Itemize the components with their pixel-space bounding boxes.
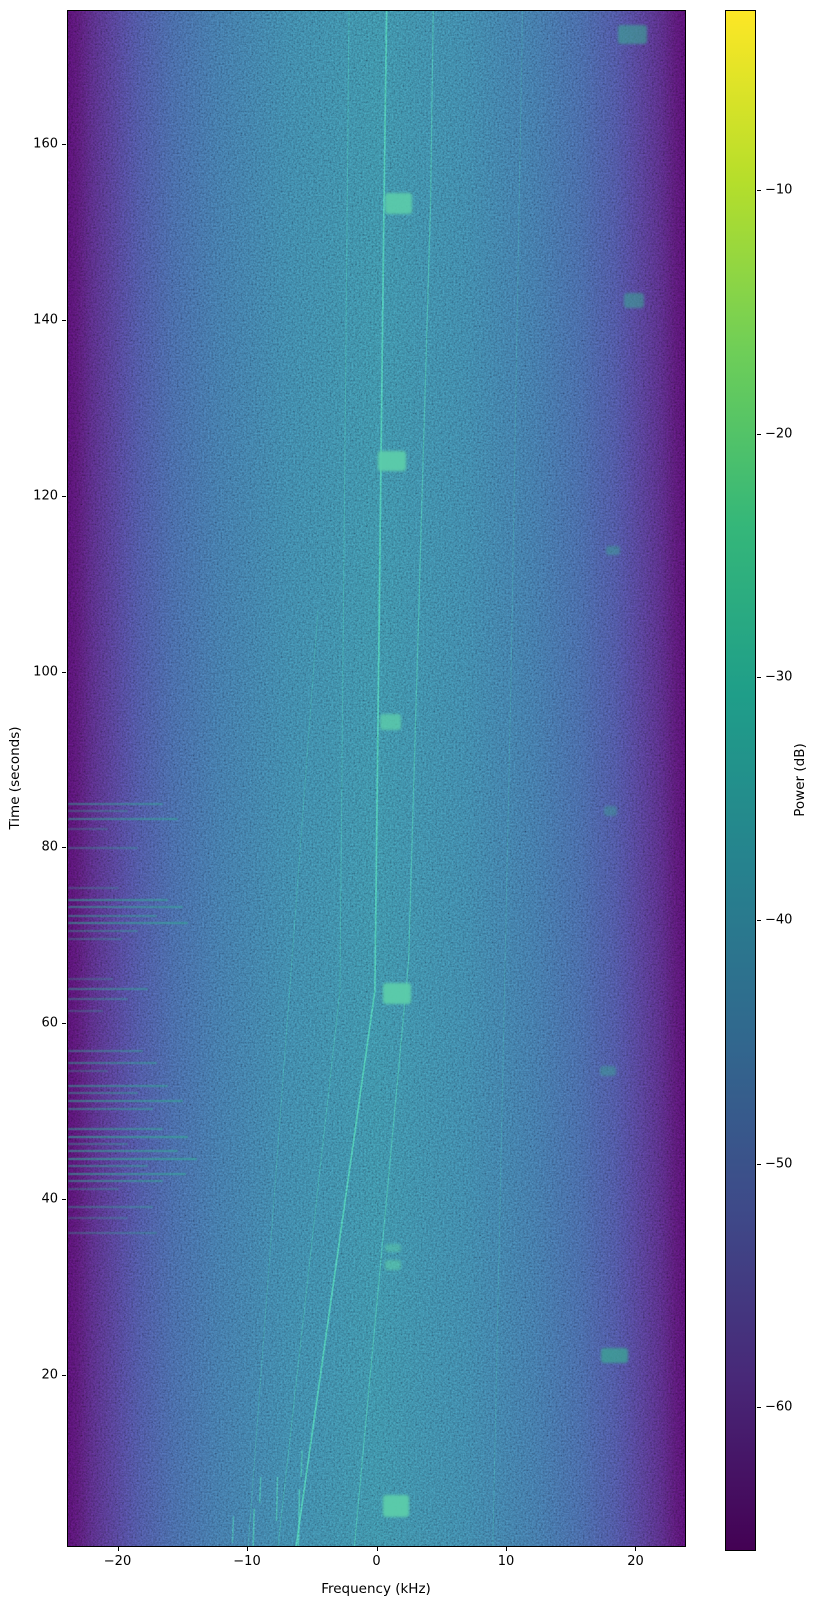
- interference-streak: [68, 802, 163, 805]
- xlab-text: −10: [233, 1554, 261, 1569]
- signal-burst: [384, 1244, 402, 1253]
- signal-burst: [604, 805, 618, 816]
- ytick-mark: [62, 320, 66, 322]
- signal-burst: [380, 713, 401, 731]
- interference-streak: [68, 817, 178, 820]
- interference-streak: [68, 906, 183, 909]
- interference-streak: [68, 828, 108, 831]
- signal-burst: [384, 1260, 402, 1270]
- xtick-mark: [635, 1547, 637, 1551]
- interference-streak: [68, 887, 119, 890]
- ylab-text: 160: [33, 136, 58, 152]
- interference-streak: [68, 1091, 138, 1094]
- interference-streak: [68, 1061, 157, 1064]
- signal-burst: [599, 1065, 617, 1077]
- noise-texture-overlay-fine: [68, 11, 685, 1546]
- cbtick-mark: [757, 190, 761, 192]
- signal-burst: [606, 545, 621, 556]
- ylab-text: 140: [33, 312, 58, 328]
- cblab-text: −10: [765, 182, 793, 198]
- cblab-text: −30: [765, 669, 793, 685]
- interference-streak: [68, 1142, 128, 1145]
- cblab-text: −50: [765, 1156, 793, 1172]
- colorbar: [725, 10, 756, 1551]
- xtick-mark: [247, 1547, 248, 1551]
- interference-streak: [68, 1206, 153, 1209]
- ytick-mark: [62, 1374, 66, 1376]
- xlab-text: 0: [372, 1554, 381, 1569]
- cblab-text: −20: [765, 426, 793, 442]
- interference-streak: [68, 915, 157, 918]
- interference-streak: [68, 1084, 168, 1087]
- xlab-text: −20: [103, 1554, 132, 1569]
- ytick-mark: [62, 671, 66, 673]
- interference-streak: [68, 1099, 183, 1102]
- colorbar-label: Power (dB): [792, 743, 808, 817]
- interference-streak: [68, 938, 122, 940]
- ytick-mark: [62, 144, 66, 146]
- signal-burst: [377, 450, 406, 472]
- ylab-text: 60: [41, 1015, 58, 1031]
- interference-streak: [68, 922, 188, 925]
- interference-streak: [68, 1107, 153, 1110]
- signal-burst: [384, 192, 412, 214]
- ylab-text: 40: [41, 1191, 58, 1207]
- interference-streak: [68, 1231, 157, 1234]
- y-axis-label: Time (seconds): [7, 726, 23, 830]
- interference-streak: [68, 977, 113, 980]
- cbtick-mark: [757, 433, 761, 435]
- xtick-mark: [505, 1547, 507, 1551]
- interference-streak: [68, 1135, 188, 1138]
- interference-streak: [68, 1217, 128, 1220]
- spectrogram-plot-area: [67, 10, 686, 1547]
- ylab-text: 80: [41, 839, 58, 855]
- signal-burst: [383, 983, 411, 1004]
- cblab-text: −40: [765, 912, 793, 928]
- xlab-text: 20: [627, 1554, 644, 1569]
- xtick-mark: [376, 1547, 378, 1551]
- interference-streak: [68, 1069, 108, 1072]
- ytick-mark: [62, 1199, 66, 1200]
- signal-burst: [382, 1494, 409, 1517]
- interference-streak: [68, 899, 168, 902]
- ytick-mark: [62, 847, 66, 849]
- xlab-text: 10: [497, 1554, 515, 1569]
- spectrogram-canvas: [68, 11, 685, 1546]
- ytick-mark: [62, 1023, 66, 1025]
- interference-streak: [68, 1149, 178, 1152]
- ylab-text: 20: [41, 1367, 58, 1383]
- signal-burst: [618, 25, 647, 45]
- interference-streak: [68, 1010, 103, 1013]
- ylab-text: 100: [33, 664, 58, 680]
- interference-streak: [68, 809, 128, 812]
- interference-streak: [68, 1179, 163, 1182]
- ylab-text: 120: [33, 488, 58, 504]
- interference-streak: [68, 1127, 163, 1130]
- interference-streak: [68, 988, 148, 991]
- signal-burst: [624, 292, 644, 308]
- interference-streak: [68, 930, 138, 933]
- signal-burst: [600, 1347, 629, 1364]
- interference-streak: [68, 1157, 197, 1160]
- cbtick-mark: [757, 1407, 761, 1409]
- interference-streak: [68, 847, 138, 850]
- xtick-mark: [117, 1547, 119, 1551]
- cblab-text: −60: [765, 1399, 793, 1415]
- x-axis-label: Frequency (kHz): [321, 1581, 431, 1597]
- cbtick-mark: [757, 1163, 761, 1165]
- interference-streak: [68, 997, 128, 1000]
- interference-streak: [68, 1172, 186, 1175]
- ytick-mark: [62, 495, 66, 497]
- interference-streak: [68, 1187, 119, 1190]
- interference-streak: [68, 1164, 148, 1167]
- cbtick-mark: [757, 920, 761, 922]
- interference-streak: [68, 1049, 143, 1052]
- cbtick-mark: [757, 677, 761, 679]
